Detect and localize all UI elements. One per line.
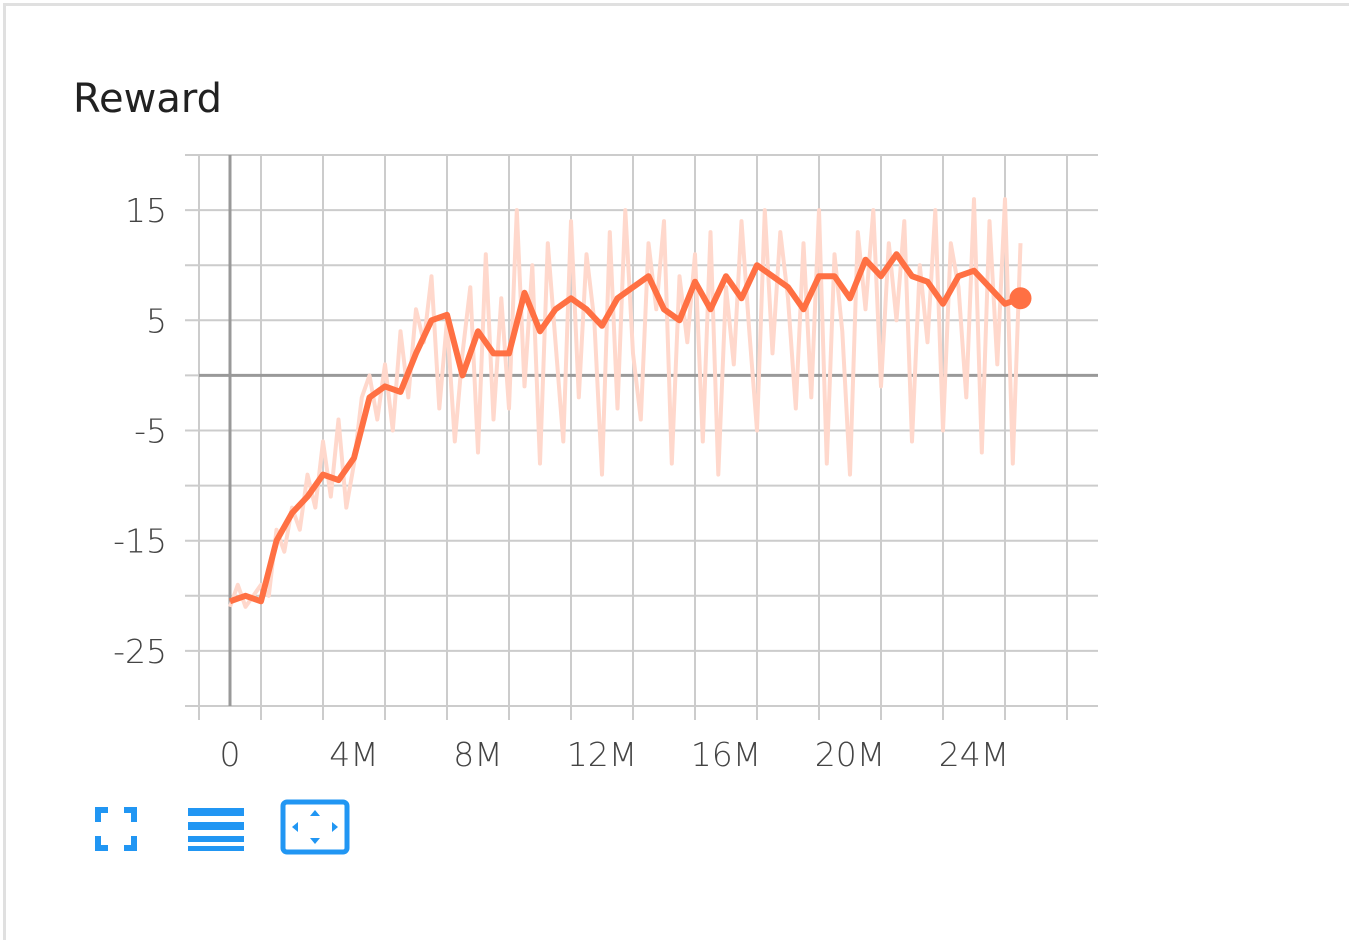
y-tick-label: 5: [146, 301, 167, 340]
x-tick-label: 12M: [567, 735, 637, 774]
y-tick-label: 15: [125, 191, 167, 230]
fullscreen-button[interactable]: [88, 798, 144, 858]
card-title: Reward: [73, 76, 222, 122]
chart-axes: [199, 155, 1098, 706]
raw-series: [228, 197, 1023, 609]
y-tick-label: -5: [134, 412, 167, 451]
fullscreen-icon: [95, 807, 137, 851]
raw-line: [228, 197, 1023, 609]
x-tick-label: 16M: [691, 735, 761, 774]
x-tick-label: 4M: [329, 735, 378, 774]
smoothed-series: [228, 251, 1032, 605]
scalar-card: Reward: [3, 3, 1349, 940]
y-tick-label: -15: [113, 522, 167, 561]
fit-domain-icon: [280, 799, 350, 855]
x-tick-label: 24M: [939, 735, 1009, 774]
tick-labels: 0 4M 8M 12M 16M 20M 24M 15 5 -5 -15 -25: [113, 191, 1009, 774]
x-tick-label: 8M: [453, 735, 502, 774]
x-tick-label: 20M: [815, 735, 885, 774]
x-tick-label: 0: [220, 735, 241, 774]
card-toolbar: [88, 798, 368, 862]
smoothed-line: [228, 251, 1022, 605]
lines-icon: [188, 808, 244, 851]
chart-grid: [185, 154, 1098, 720]
toggle-log-scale-button[interactable]: [184, 798, 248, 858]
fit-domain-button[interactable]: [278, 798, 352, 858]
y-tick-label: -25: [113, 632, 167, 671]
last-point-marker: [1009, 287, 1032, 310]
